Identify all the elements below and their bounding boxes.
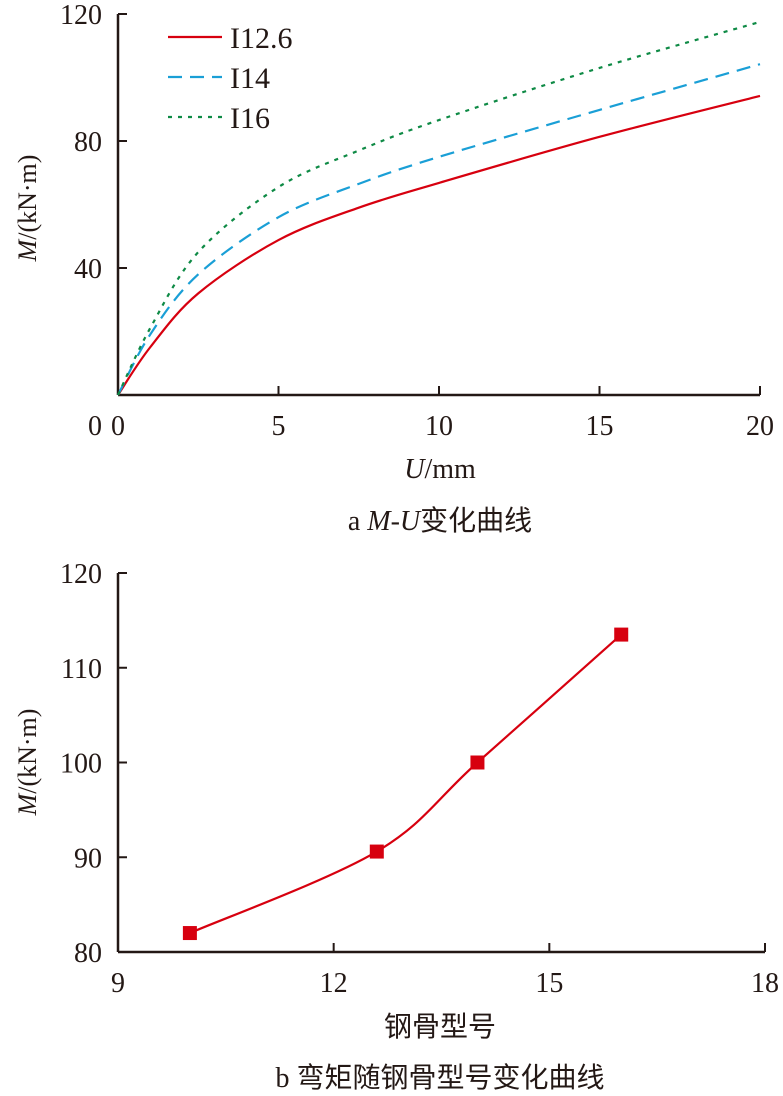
b-y-tick-label: 80 [74,938,102,969]
a-ylabel: M/(kN·m) [13,155,42,263]
b-y-tick-label: 100 [60,749,102,780]
a-y-tick-label: 0 [88,411,102,442]
series-line-I14 [117,63,761,396]
b-x-tick-label: 18 [751,968,779,999]
b-xlabel: 钢骨型号 [384,1011,496,1043]
a-x-tick-label: 15 [586,411,614,442]
a-xlabel: U/mm [404,454,476,485]
b-y-tick-label: 90 [74,843,102,874]
b-title: b 弯矩随钢骨型号变化曲线 [275,1062,604,1094]
a-x-tick-label: 10 [425,411,453,442]
a-title: a M-U变化曲线 [348,505,532,537]
b-y-tick-label: 110 [61,654,102,685]
legend-label-I12.6: I12.6 [230,22,293,55]
series-line-I12.6 [117,94,761,396]
b-x-tick-label: 9 [111,968,125,999]
a-x-tick-label: 0 [111,411,125,442]
legend-label-I14: I14 [230,62,270,95]
data-point-marker [470,755,485,770]
b-x-tick-label: 15 [535,968,563,999]
b-x-tick-label: 12 [320,968,348,999]
series-line-I16 [117,20,761,396]
b-y-tick-label: 120 [60,559,102,590]
a-y-tick-label: 40 [74,254,102,285]
a-x-tick-label: 5 [272,411,286,442]
a-y-tick-label: 120 [60,0,102,31]
a-y-tick-label: 80 [74,127,102,158]
data-point-marker [614,627,629,642]
data-point-marker [369,844,384,859]
series-line-b [189,633,622,935]
b-ylabel: M/(kN·m) [13,709,42,817]
legend-label-I16: I16 [230,102,270,135]
data-point-marker [182,926,197,941]
a-x-tick-label: 20 [746,411,774,442]
